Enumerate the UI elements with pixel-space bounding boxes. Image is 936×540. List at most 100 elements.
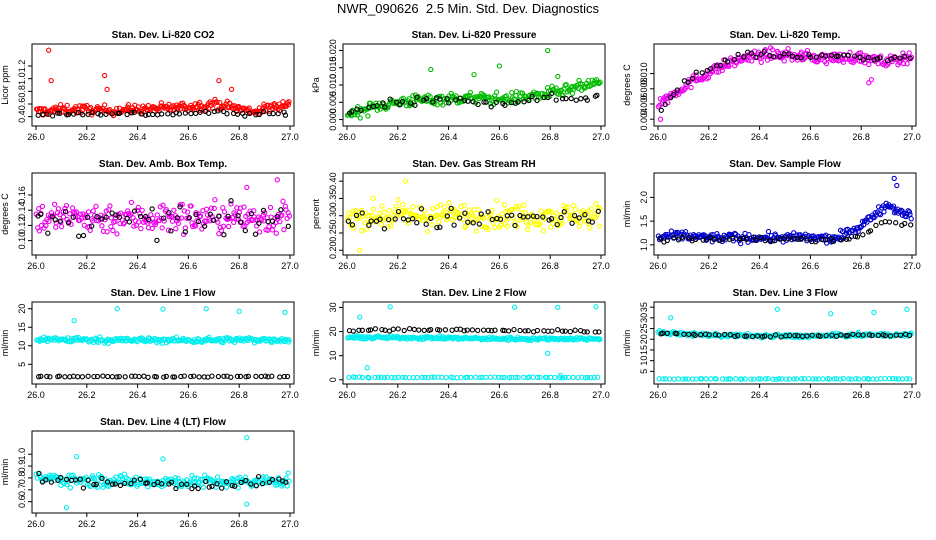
data-point [568, 95, 574, 102]
x-tick-label: 26.6 [802, 261, 820, 271]
data-point [785, 46, 791, 52]
data-point [664, 330, 670, 336]
data-point [281, 226, 287, 233]
data-point [838, 237, 844, 243]
chart-panel-2: Stan. Dev. Li-820 Pressure kPa 26.0 26.2 26.… [311, 30, 610, 142]
data-point [196, 374, 202, 380]
data-point [200, 484, 207, 490]
data-point [195, 480, 202, 486]
data-point [349, 109, 355, 115]
x-tick-label: 26.8 [541, 261, 559, 271]
plot-frame [653, 172, 917, 256]
data-point [772, 237, 778, 244]
y-tick-label: 20 [328, 327, 338, 337]
y-tick-label: 15 [639, 345, 649, 355]
data-point [854, 234, 861, 240]
data-point [558, 87, 565, 93]
outlier-point [866, 80, 872, 86]
data-point [385, 104, 391, 111]
data-point [794, 376, 800, 382]
data-point [749, 58, 755, 64]
data-point [786, 332, 793, 339]
data-point [857, 225, 863, 231]
data-point [252, 231, 259, 237]
data-point [216, 231, 222, 237]
data-point [274, 213, 280, 220]
data-point [861, 376, 867, 382]
data-point [273, 230, 279, 236]
data-point [813, 54, 820, 60]
data-point [563, 95, 569, 102]
data-point [145, 216, 152, 223]
data-point [798, 376, 805, 382]
data-point [374, 102, 380, 109]
y-axis-label: percent [311, 198, 321, 229]
series-low-samples [346, 372, 601, 381]
data-point [414, 94, 420, 100]
data-point [585, 83, 591, 89]
data-point [280, 99, 286, 105]
x-tick-label: 27.0 [281, 261, 299, 271]
data-point [458, 374, 464, 381]
outlier-point [71, 317, 77, 324]
data-point [494, 197, 500, 204]
data-point [393, 203, 399, 209]
data-point [453, 97, 459, 103]
data-point [817, 333, 823, 339]
data-point [243, 374, 249, 380]
data-point [135, 204, 141, 211]
data-point [751, 376, 757, 382]
data-point [485, 209, 491, 215]
data-point [463, 223, 469, 229]
data-point [176, 111, 183, 117]
outlier-point [555, 73, 561, 80]
data-point [423, 96, 430, 102]
data-point [850, 331, 856, 337]
data-point [699, 70, 705, 76]
data-point [242, 227, 248, 234]
data-point [576, 215, 582, 221]
y-tick-label: 0.9 [17, 460, 27, 473]
data-point [72, 477, 79, 483]
data-point [809, 332, 815, 338]
data-point [158, 215, 165, 222]
data-point [765, 375, 771, 382]
data-point [90, 208, 96, 214]
data-point [674, 87, 680, 93]
data-point [756, 376, 762, 382]
data-point [887, 333, 894, 339]
outlier-point [593, 304, 599, 310]
data-point [177, 204, 183, 210]
data-point [113, 212, 119, 218]
data-point [664, 237, 670, 244]
outlier-point [203, 306, 209, 312]
data-point [527, 220, 533, 226]
data-point [269, 227, 276, 233]
data-point [225, 105, 231, 111]
x-tick-label: 26.4 [129, 132, 147, 142]
data-point [395, 197, 401, 203]
data-point [228, 374, 234, 380]
data-point [828, 235, 834, 242]
data-point [692, 332, 698, 339]
data-point [228, 198, 234, 204]
data-point [886, 376, 893, 382]
y-tick-label: 0.35 [328, 190, 338, 208]
data-point [387, 96, 393, 102]
y-axis-label: ml/min [0, 330, 10, 357]
data-point [235, 212, 241, 219]
data-point [595, 208, 601, 214]
data-point [548, 216, 555, 222]
data-point [141, 373, 147, 379]
data-point [713, 376, 719, 382]
data-point [149, 225, 155, 232]
data-point [434, 224, 440, 231]
x-tick-label: 26.2 [78, 132, 96, 142]
data-point [807, 54, 814, 60]
data-point [897, 332, 904, 338]
data-point [131, 109, 138, 115]
data-point [664, 234, 670, 240]
data-point [903, 213, 909, 220]
outlier-point [364, 365, 370, 371]
data-point [890, 203, 897, 209]
